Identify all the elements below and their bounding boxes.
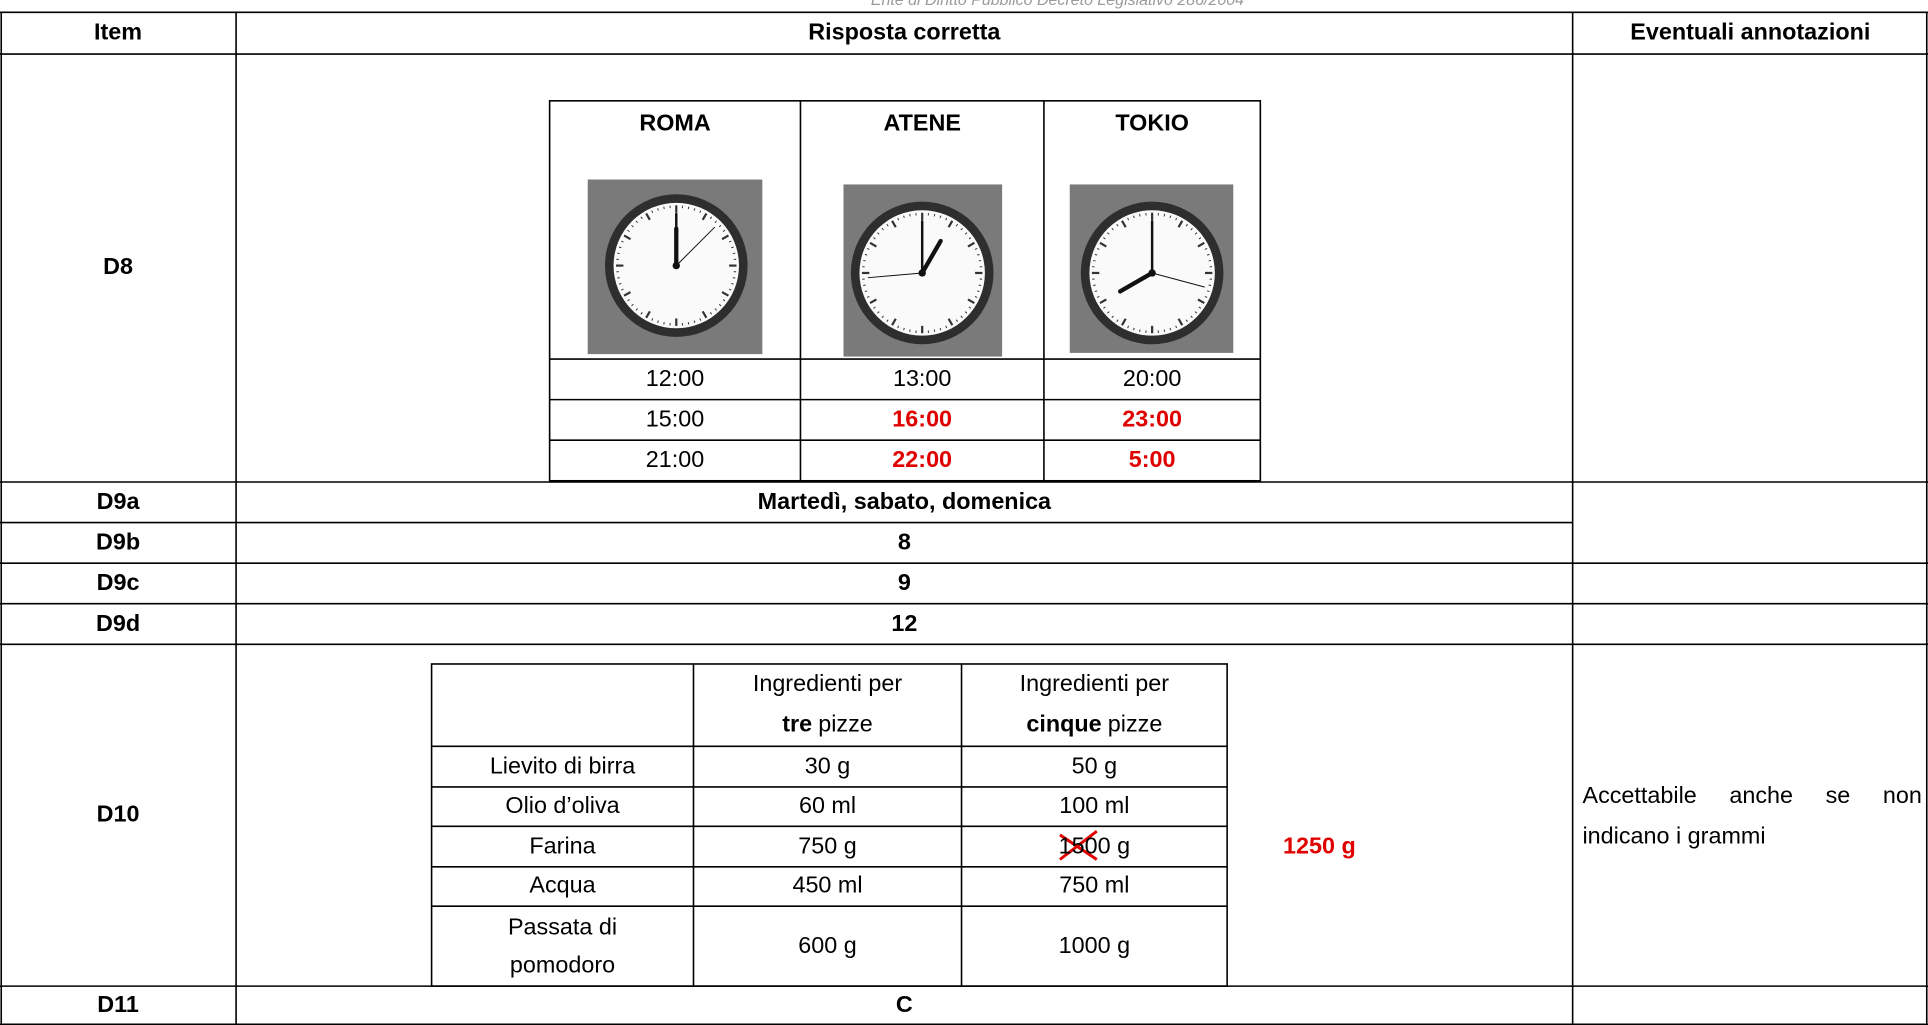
- ingredient: Farina: [432, 826, 694, 867]
- city: ATENE: [800, 103, 1043, 145]
- clock-pin: [673, 262, 680, 269]
- clock-pin: [919, 269, 926, 276]
- quantity: 750 g: [693, 826, 961, 867]
- clock-tick: [1164, 329, 1165, 331]
- city: ROMA: [550, 103, 801, 145]
- ingredient: Acqua: [432, 867, 694, 906]
- answer: 8: [236, 523, 1573, 564]
- quantity: 50 g: [962, 746, 1228, 787]
- header-cell: Item: [0, 12, 236, 54]
- clock-tick: [1093, 260, 1095, 261]
- ingredient: Lievito di birra: [432, 746, 694, 787]
- clock-tick: [688, 207, 689, 209]
- quantity: 100 ml: [962, 787, 1228, 826]
- clock-tick: [617, 278, 619, 279]
- time: 22:00: [800, 440, 1043, 481]
- quantity: 1500 g: [962, 826, 1228, 867]
- item-label: D10: [0, 644, 236, 986]
- time: 5:00: [1044, 440, 1260, 481]
- clock-tick: [1164, 214, 1165, 216]
- item-label: D9b: [0, 523, 236, 564]
- page: Ente di Diritto Pubblico Decreto Legisla…: [0, 0, 1928, 1025]
- item-label: D8: [0, 54, 236, 482]
- pizza-unit: pizze: [1108, 711, 1163, 738]
- time: 16:00: [800, 400, 1043, 441]
- clock-tick: [733, 278, 735, 279]
- pizza-header-line: cinque pizze: [962, 705, 1228, 746]
- item-label: D9d: [0, 604, 236, 645]
- clock-tick: [934, 214, 935, 216]
- pizza-count: cinque: [1026, 711, 1101, 738]
- clock-tick: [979, 260, 981, 261]
- clock-tick: [934, 329, 935, 331]
- quantity: 30 g: [693, 746, 961, 787]
- quantity: 450 ml: [693, 867, 961, 906]
- pizza-header: Ingredienti per: [693, 665, 961, 704]
- item-label: D9a: [0, 482, 236, 523]
- clock-tick: [1093, 285, 1095, 286]
- pizza-count: tre: [782, 711, 812, 738]
- clock-tick: [1140, 329, 1141, 331]
- time: 15:00: [550, 400, 801, 441]
- quantity: 60 ml: [693, 787, 961, 826]
- correction: 1250 g: [1270, 826, 1368, 867]
- answer: Martedì, sabato, domenica: [236, 482, 1573, 523]
- time: 13:00: [800, 359, 1043, 400]
- time: 12:00: [550, 359, 801, 400]
- clock-tick: [733, 253, 735, 254]
- time: 21:00: [550, 440, 801, 481]
- answer: 12: [236, 604, 1573, 645]
- pizza-unit: pizze: [818, 711, 873, 738]
- time: 20:00: [1044, 359, 1260, 400]
- quantity: 1000 g: [962, 906, 1228, 986]
- clock-tick: [664, 322, 665, 324]
- item-label: D9c: [0, 563, 236, 604]
- clock-tick: [863, 285, 865, 286]
- clock-tick: [1209, 285, 1211, 286]
- clock-tick: [979, 285, 981, 286]
- header-cell: Eventuali annotazioni: [1573, 12, 1928, 54]
- quantity: 600 g: [693, 906, 961, 986]
- clock-tick: [1140, 214, 1141, 216]
- quantity: 750 ml: [962, 867, 1228, 906]
- clock-tick: [910, 214, 911, 216]
- pizza-header: Ingredienti per: [962, 665, 1228, 704]
- ingredient: Passata di pomodoro: [432, 906, 694, 986]
- time: 23:00: [1044, 400, 1260, 441]
- clock-tick: [910, 329, 911, 331]
- clock-tick: [1209, 260, 1211, 261]
- pizza-header-line: trepizze: [693, 705, 961, 746]
- annotation: Accettabile anche se non indicano i gram…: [1582, 776, 1921, 857]
- clock-pin: [1148, 269, 1155, 276]
- clock-tick: [863, 260, 865, 261]
- answer: C: [236, 986, 1573, 1025]
- clock-tick: [688, 322, 689, 324]
- item-label: D11: [0, 986, 236, 1025]
- ingredient: Olio d’oliva: [432, 787, 694, 826]
- clock-tick: [617, 253, 619, 254]
- header-cell: Risposta corretta: [236, 12, 1573, 54]
- city: TOKIO: [1044, 103, 1260, 145]
- clock-tick: [664, 207, 665, 209]
- watermark: Ente di Diritto Pubblico Decreto Legisla…: [689, 0, 1427, 9]
- answer: 9: [236, 563, 1573, 604]
